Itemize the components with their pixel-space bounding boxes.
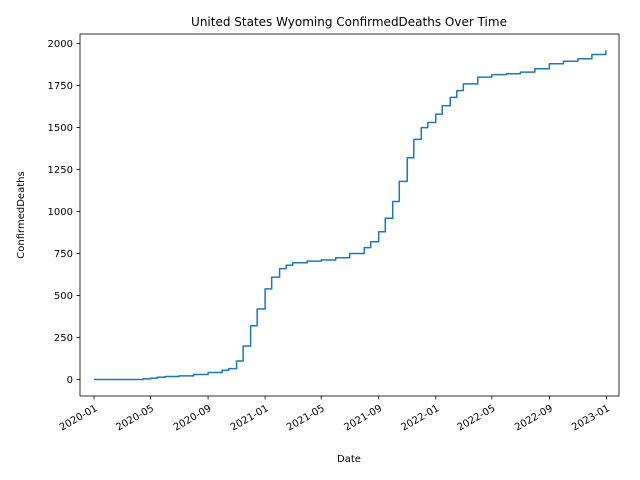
y-tick-label: 1500 [48,123,73,134]
y-tick-label: 1250 [48,165,73,176]
y-tick-label: 0 [67,375,73,386]
y-axis-title: ConfirmedDeaths [16,171,27,258]
y-tick-label: 500 [54,291,73,302]
y-tick-label: 1000 [48,207,73,218]
series-line [94,50,607,381]
y-axis: 0 250 500 750 1000 1250 1500 1750 2000 [48,39,80,386]
y-tick-label: 750 [54,249,73,260]
y-tick-label: 1750 [48,81,73,92]
y-tick-label: 2000 [48,39,73,50]
x-axis-title: Date [337,454,361,465]
y-tick-label: 250 [54,333,73,344]
chart-title: United States Wyoming ConfirmedDeaths Ov… [191,15,507,29]
plot-frame [79,33,620,397]
